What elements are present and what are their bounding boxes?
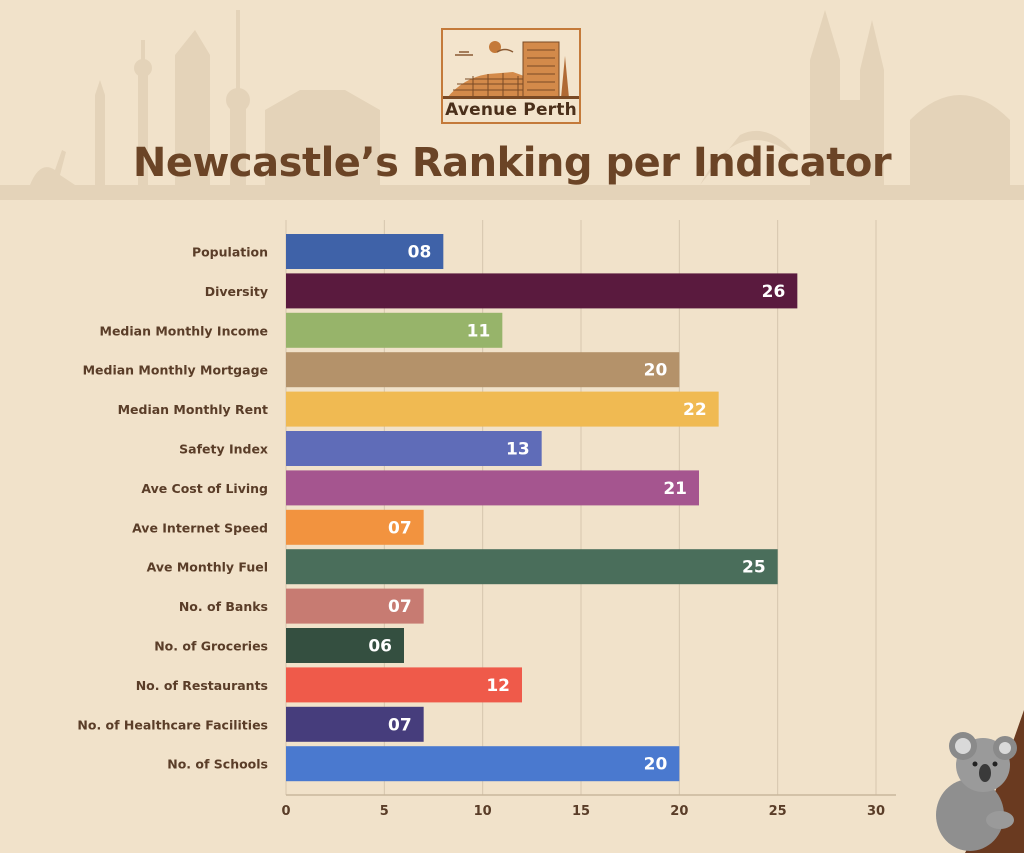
koala-illustration bbox=[936, 710, 1024, 853]
category-label: No. of Schools bbox=[167, 757, 268, 772]
bar-value-label: 13 bbox=[506, 440, 530, 460]
x-tick-label: 15 bbox=[572, 804, 590, 819]
category-label: Median Monthly Rent bbox=[118, 402, 268, 417]
bar bbox=[286, 509, 424, 545]
bar bbox=[286, 588, 424, 624]
bar bbox=[286, 352, 680, 388]
chart-title: Newcastle’s Ranking per Indicator bbox=[132, 140, 892, 186]
x-tick-label: 5 bbox=[380, 804, 389, 819]
tick-labels: 0 5 10 15 20 25 30 bbox=[281, 804, 885, 819]
bar-value-label: 07 bbox=[388, 518, 412, 538]
category-label: Median Monthly Income bbox=[100, 323, 268, 338]
bar-value-label: 07 bbox=[388, 715, 412, 735]
bar-value-label: 25 bbox=[742, 558, 766, 578]
x-tick-label: 25 bbox=[769, 804, 787, 819]
category-label: Diversity bbox=[205, 284, 268, 299]
bar bbox=[286, 706, 424, 742]
bar bbox=[286, 234, 444, 269]
bar bbox=[286, 431, 542, 466]
category-label: No. of Banks bbox=[179, 599, 268, 614]
category-label: Median Monthly Mortgage bbox=[83, 363, 268, 378]
bar-value-label: 06 bbox=[368, 637, 392, 657]
category-label: No. of Groceries bbox=[154, 639, 268, 654]
bar-value-label: 22 bbox=[683, 400, 707, 420]
bar bbox=[286, 628, 404, 663]
category-label: Safety Index bbox=[179, 442, 268, 457]
category-label: Ave Internet Speed bbox=[132, 520, 268, 535]
logo-text: Avenue Perth bbox=[445, 100, 577, 120]
bar-value-label: 08 bbox=[408, 243, 432, 263]
bar-value-label: 26 bbox=[762, 282, 786, 302]
bar bbox=[286, 312, 503, 348]
category-label: Population bbox=[192, 245, 268, 260]
bar bbox=[286, 391, 719, 427]
category-label: No. of Restaurants bbox=[136, 678, 268, 693]
x-tick-label: 10 bbox=[474, 804, 492, 819]
bar bbox=[286, 746, 680, 782]
category-labels: Population Diversity Median Monthly Income… bbox=[77, 245, 268, 772]
bars: 08 26 11 20 22 13 21 07 25 07 06 12 07 20 bbox=[286, 234, 798, 782]
bar bbox=[286, 667, 522, 703]
bar-chart: 08 26 11 20 22 13 21 07 25 07 06 12 07 20 Population D… bbox=[77, 220, 896, 819]
category-label: No. of Healthcare Facilities bbox=[77, 717, 268, 732]
bar-value-label: 21 bbox=[663, 479, 687, 499]
x-tick-label: 30 bbox=[867, 804, 885, 819]
x-tick-label: 20 bbox=[670, 804, 688, 819]
bar-value-label: 11 bbox=[467, 321, 491, 341]
x-tick-label: 0 bbox=[281, 804, 290, 819]
bar-value-label: 07 bbox=[388, 597, 412, 617]
brand-logo: Avenue Perth bbox=[441, 28, 581, 124]
bar bbox=[286, 549, 778, 585]
skyline-background bbox=[0, 10, 1024, 200]
category-label: Ave Cost of Living bbox=[141, 481, 268, 496]
city-illustration-icon bbox=[443, 41, 579, 99]
bar-value-label: 20 bbox=[644, 755, 668, 775]
bar-value-label: 12 bbox=[486, 676, 510, 696]
bar bbox=[286, 470, 699, 506]
bar bbox=[286, 273, 798, 309]
category-label: Ave Monthly Fuel bbox=[147, 560, 268, 575]
bar-value-label: 20 bbox=[644, 361, 668, 381]
